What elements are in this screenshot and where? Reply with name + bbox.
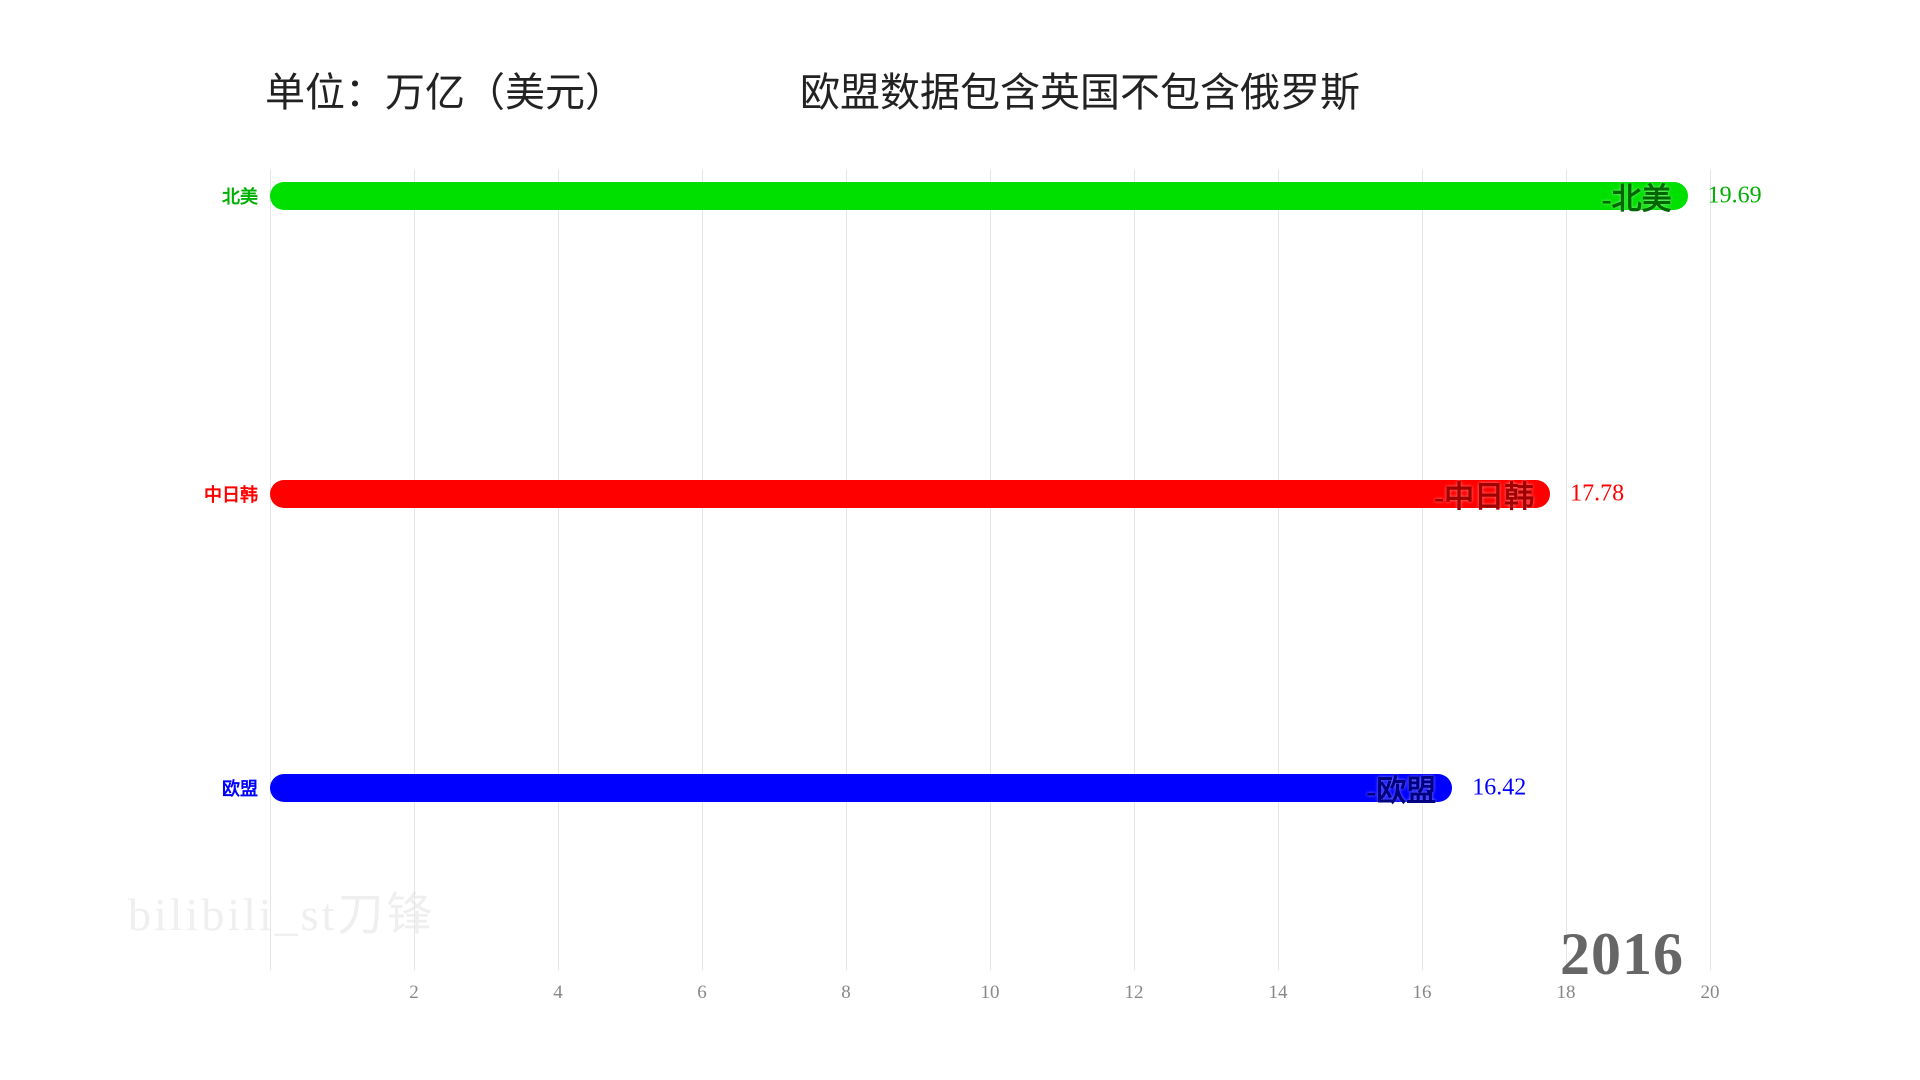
xtick-label: 14 [1269, 982, 1288, 1004]
xtick-label: 4 [553, 982, 563, 1004]
note-label: 欧盟数据包含英国不包含俄罗斯 [800, 60, 1360, 118]
xtick-label: 12 [1125, 982, 1144, 1004]
gridline [990, 170, 991, 970]
gridline [1134, 170, 1135, 970]
bar-inner-label: -北美 [1602, 174, 1672, 218]
y-axis-label: 中日韩 [204, 481, 258, 507]
xtick-label: 2 [409, 982, 419, 1004]
gridline [1422, 170, 1423, 970]
chart-plot-area: 2468101214161820北美-北美19.69中日韩-中日韩17.78欧盟… [270, 170, 1710, 970]
gridline [414, 170, 415, 970]
y-axis-label: 北美 [222, 183, 258, 209]
unit-label: 单位：万亿（美元） [265, 60, 625, 118]
xtick-label: 10 [981, 982, 1000, 1004]
bar-inner-label: -中日韩 [1434, 472, 1534, 516]
xtick-label: 8 [841, 982, 851, 1004]
gridline [1710, 170, 1711, 970]
bar-inner-label: -欧盟 [1366, 766, 1436, 810]
watermark: bilibili_st刀锋 [128, 878, 435, 944]
gridline [270, 170, 271, 970]
gridline [558, 170, 559, 970]
xtick-label: 16 [1413, 982, 1432, 1004]
gridline [1566, 170, 1567, 970]
gridline [1278, 170, 1279, 970]
xtick-label: 20 [1701, 982, 1720, 1004]
year-label: 2016 [1560, 920, 1684, 989]
gridline [846, 170, 847, 970]
bar-value-label: 16.42 [1472, 775, 1526, 802]
bar [270, 182, 1688, 210]
gridline [702, 170, 703, 970]
bar-value-label: 19.69 [1708, 183, 1762, 210]
xtick-label: 6 [697, 982, 707, 1004]
y-axis-label: 欧盟 [222, 775, 258, 801]
bar-value-label: 17.78 [1570, 481, 1624, 508]
bar [270, 774, 1452, 802]
bar [270, 480, 1550, 508]
